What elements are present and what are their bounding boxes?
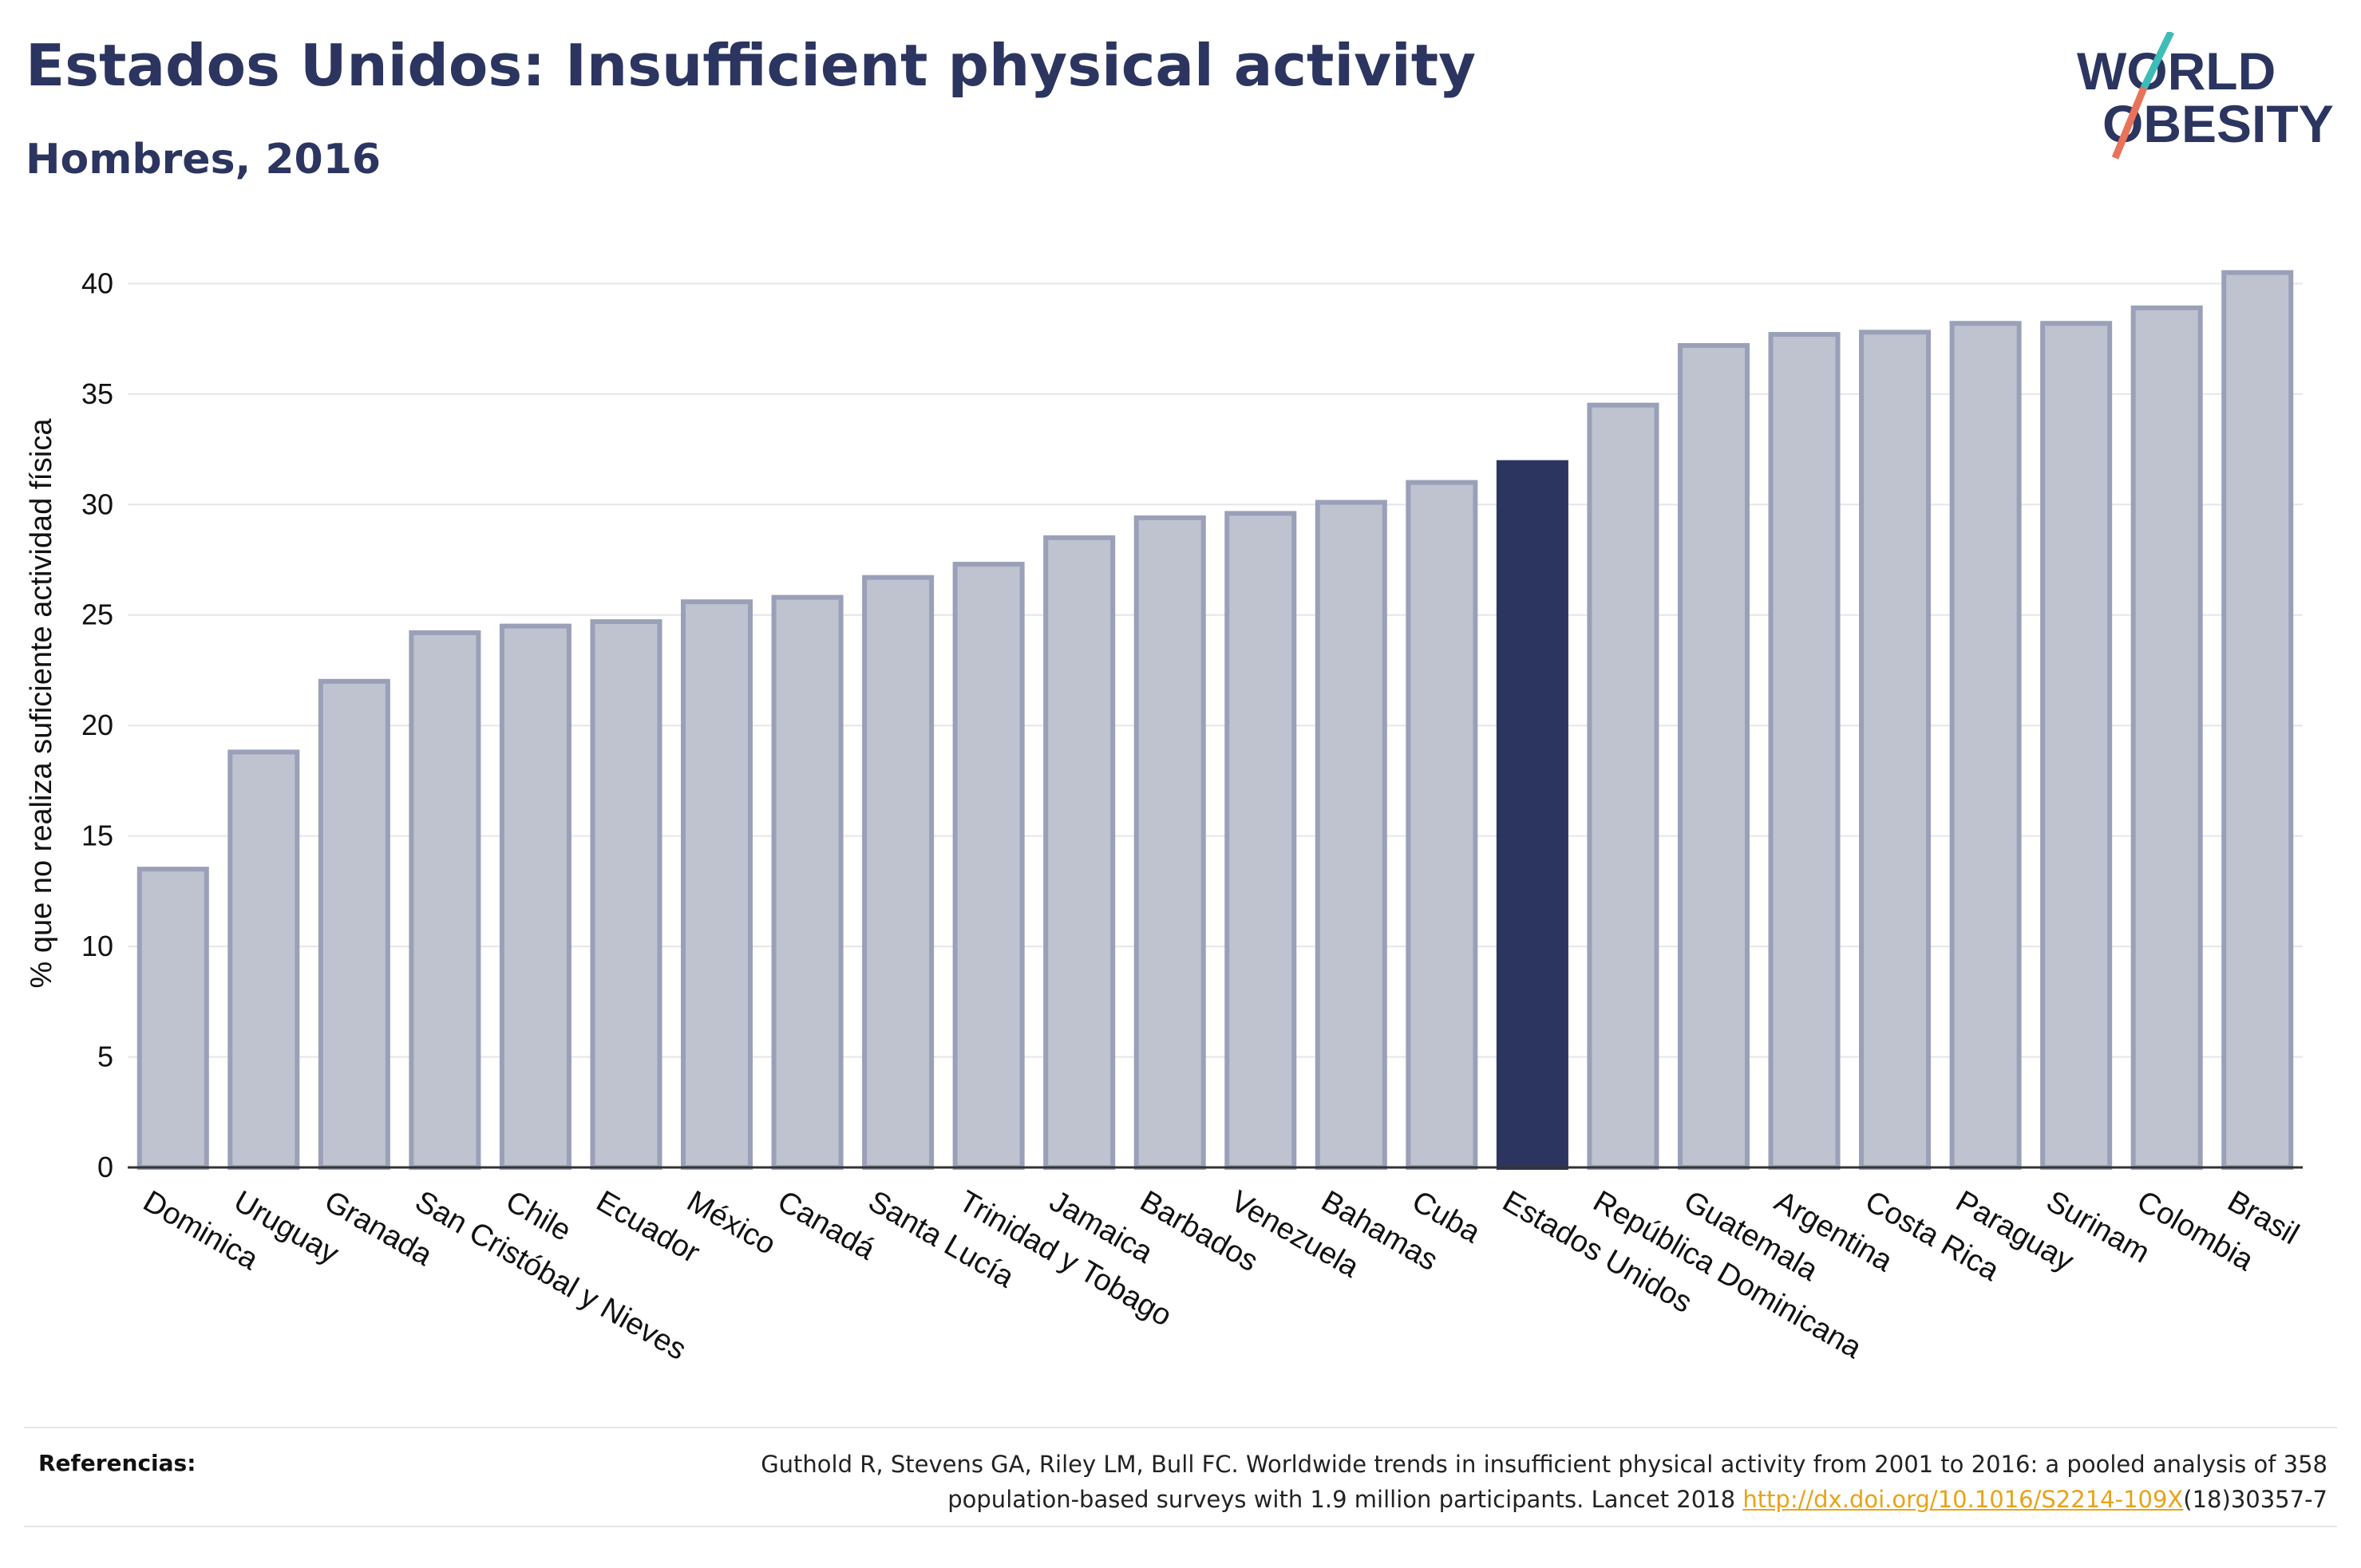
references-text: Guthold R, Stevens GA, Riley LM, Bull FC…: [571, 1447, 2327, 1517]
x-tick-label: Ecuador: [591, 1184, 706, 1270]
y-tick-label: 25: [81, 598, 113, 631]
bar: [2221, 270, 2294, 1170]
bar: [1859, 330, 1932, 1170]
y-tick-label: 30: [81, 488, 113, 520]
y-tick-label: 10: [81, 930, 113, 962]
logo-stroke-teal: [2140, 32, 2175, 89]
y-tick-label: 5: [97, 1041, 113, 1073]
logo-line1: WORLD: [2077, 41, 2276, 101]
bar: [1949, 321, 2022, 1171]
bar-highlight: [1496, 460, 1568, 1170]
bar: [681, 599, 753, 1170]
bar: [590, 619, 662, 1170]
y-tick-label: 20: [81, 709, 113, 741]
bar: [2130, 305, 2203, 1171]
y-tick-label: 15: [81, 820, 113, 852]
bar: [862, 575, 935, 1170]
bar-chart: 0 5 10 15 20 25 30 35 40 DominicaUruguayGranadaS…: [25, 267, 2304, 1367]
footer-divider-top: [24, 1427, 2337, 1428]
footer-divider-bottom: [24, 1526, 2337, 1527]
bar: [1768, 332, 1841, 1170]
reference-line-2: population-based surveys with 1.9 millio…: [947, 1486, 1743, 1513]
y-tick-label: 0: [97, 1151, 113, 1183]
references-label: Referencias:: [38, 1450, 196, 1476]
bars: [136, 270, 2294, 1171]
bar: [409, 630, 481, 1170]
bar: [499, 623, 571, 1170]
reference-line-1: Guthold R, Stevens GA, Riley LM, Bull FC…: [761, 1451, 2327, 1478]
bar: [1677, 342, 1750, 1170]
reference-line-3: (18)30357-7: [2183, 1486, 2327, 1513]
bar: [1587, 402, 1659, 1170]
y-axis-label: % que no realiza suficiente actividad fí…: [25, 418, 58, 989]
bar: [318, 678, 390, 1170]
chart-subtitle: Hombres, 2016: [26, 136, 382, 184]
bar: [952, 562, 1025, 1170]
bar: [227, 749, 300, 1170]
reference-doi-link[interactable]: http://dx.doi.org/10.1016/S2214-109X: [1742, 1486, 2184, 1513]
chart-title: Estados Unidos: Insufficient physical ac…: [26, 32, 1477, 99]
bar: [136, 867, 209, 1171]
bar: [1224, 511, 1297, 1170]
y-axis-ticks: 0 5 10 15 20 25 30 35 40: [81, 267, 113, 1183]
logo-stroke-coral: [2111, 86, 2148, 160]
x-tick-label: Canadá: [772, 1184, 881, 1266]
bar: [1043, 535, 1116, 1170]
bar: [1133, 515, 1206, 1170]
y-tick-label: 40: [81, 267, 113, 299]
bar: [1406, 480, 1478, 1170]
y-tick-label: 35: [81, 377, 113, 410]
bar: [2040, 321, 2113, 1171]
bar: [771, 594, 844, 1170]
world-obesity-logo: WORLD OBESITY: [2077, 32, 2334, 160]
bar: [1315, 500, 1387, 1170]
